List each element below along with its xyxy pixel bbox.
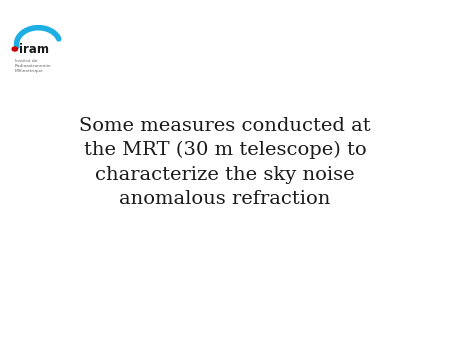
Text: Some measures conducted at
the MRT (30 m telescope) to
characterize the sky nois: Some measures conducted at the MRT (30 m… <box>79 117 371 208</box>
Text: iram: iram <box>19 43 49 55</box>
Text: Institut de
Radioastronomie
Millimétrique: Institut de Radioastronomie Millimétriqu… <box>15 59 51 73</box>
Circle shape <box>12 47 18 51</box>
